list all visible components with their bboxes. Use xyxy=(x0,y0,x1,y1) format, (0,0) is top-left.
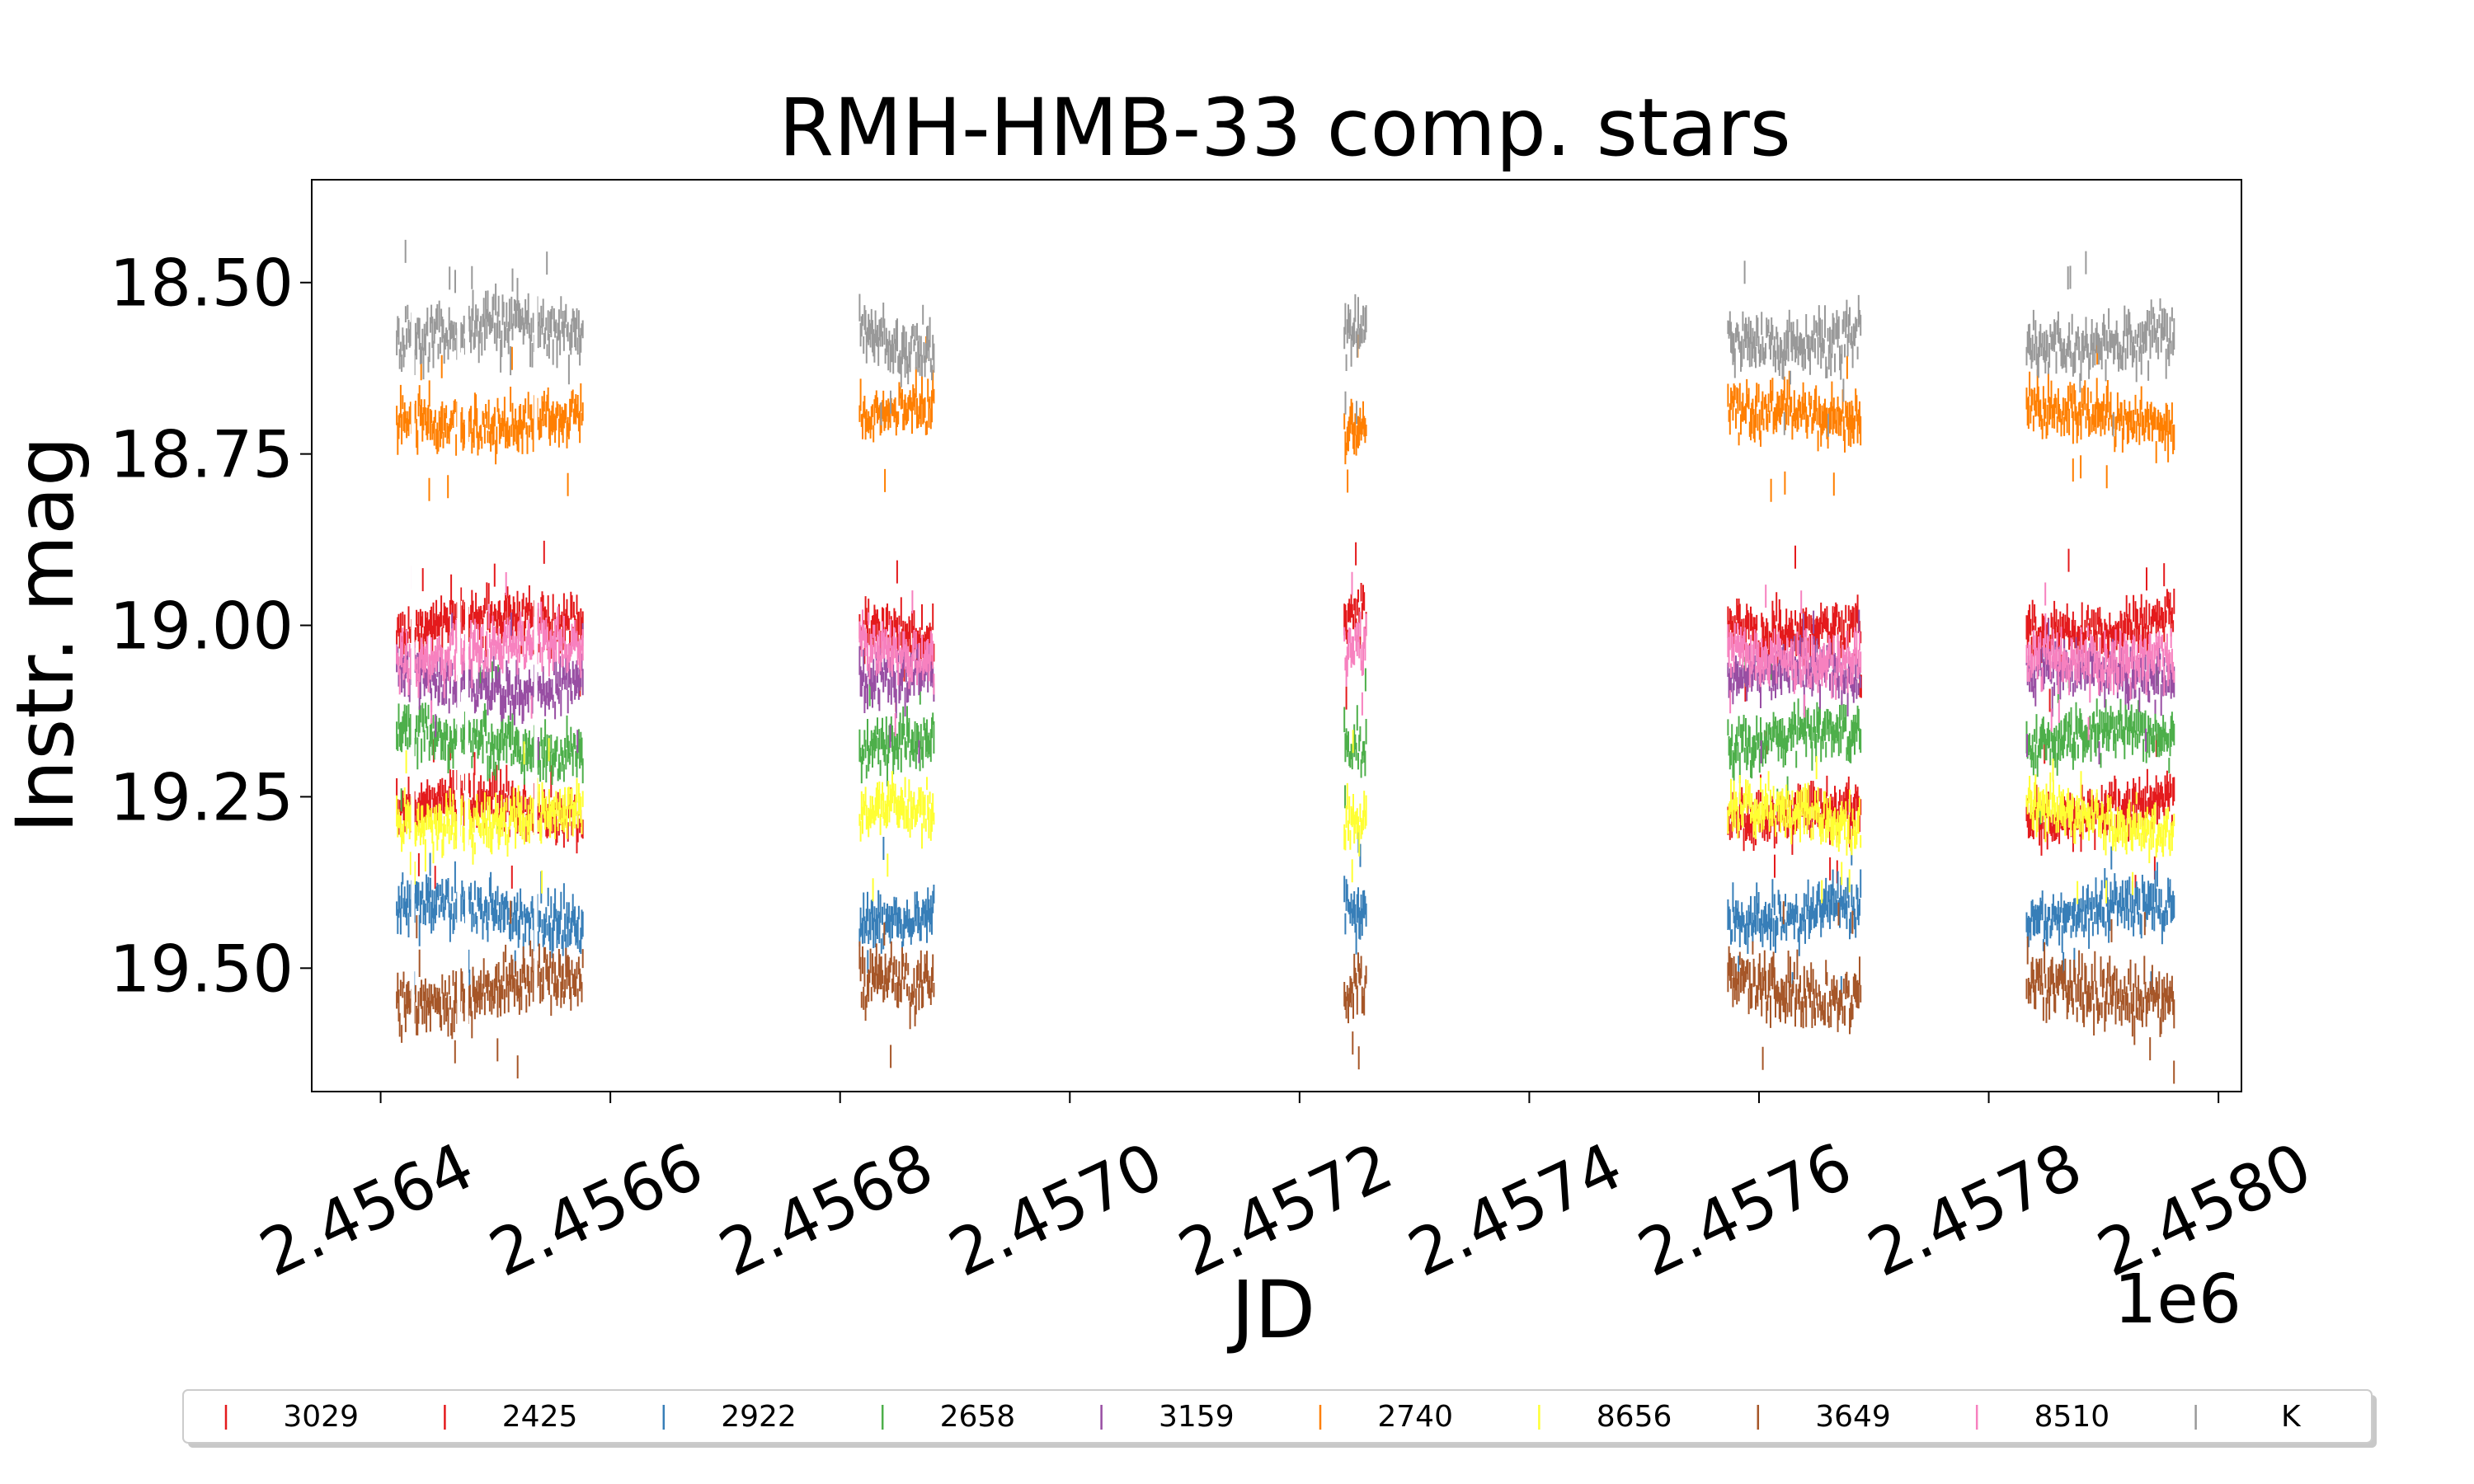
series-2658-season-3 xyxy=(1727,656,1862,812)
series-2740-season-1 xyxy=(858,336,935,492)
y-tick-label: 19.50 xyxy=(110,932,294,1007)
series-8510-season-3 xyxy=(1727,585,1862,718)
series-2922-season-0 xyxy=(396,851,584,995)
legend-frame xyxy=(182,1389,2373,1444)
series-3649-season-0 xyxy=(396,890,584,1079)
series-2740-season-2 xyxy=(1343,334,1367,493)
legend-label-2658: 2658 xyxy=(940,1400,1016,1434)
legend-label-2740: 2740 xyxy=(1377,1400,1453,1434)
series-2922-season-4 xyxy=(2025,846,2175,995)
series-K-season-0 xyxy=(396,239,584,385)
series-8656-season-3 xyxy=(1727,756,1862,904)
series-3649-season-3 xyxy=(1727,901,1862,1070)
series-8656-season-4 xyxy=(2025,758,2175,904)
data-layer xyxy=(396,181,2175,1091)
x-axis-label: JD xyxy=(1227,1264,1315,1356)
plot-frame xyxy=(311,179,2242,1092)
series-2922-season-3 xyxy=(1727,842,1862,999)
legend-label-2922: 2922 xyxy=(721,1400,797,1434)
series-8510-season-0 xyxy=(396,566,584,737)
series-8656-season-2 xyxy=(1343,730,1367,883)
series-8656 xyxy=(396,730,2175,904)
legend-label-3029: 3029 xyxy=(283,1400,359,1434)
chart-title: RMH-HMB-33 comp. stars xyxy=(778,82,1791,174)
series-3029-season-4 xyxy=(2025,548,2175,712)
series-8510 xyxy=(396,566,2175,740)
series-K-season-2 xyxy=(1343,294,1367,425)
legend-label-3159: 3159 xyxy=(1159,1400,1235,1434)
series-3649-season-4 xyxy=(2025,912,2175,1084)
series-2922 xyxy=(396,829,2175,999)
data-gap xyxy=(411,181,415,1091)
series-2922-season-2 xyxy=(1343,829,1367,955)
series-8510-season-4 xyxy=(2025,582,2175,740)
legend-label-3649: 3649 xyxy=(1815,1400,1891,1434)
series-8656-season-1 xyxy=(858,771,935,902)
legend-label-2425: 2425 xyxy=(502,1400,578,1434)
legend-label-8656: 8656 xyxy=(1597,1400,1672,1434)
series-2658-season-1 xyxy=(858,681,935,787)
x-offset-label: 1e6 xyxy=(2114,1261,2241,1339)
series-2740 xyxy=(396,334,2175,502)
series-2740-season-4 xyxy=(2025,341,2175,489)
series-2740-season-3 xyxy=(1727,355,1862,502)
series-K-season-4 xyxy=(2025,251,2175,437)
legend-label-8510: 8510 xyxy=(2034,1400,2110,1434)
y-tick-label: 19.25 xyxy=(110,761,294,835)
y-tick-label: 18.75 xyxy=(110,419,294,493)
series-K-season-3 xyxy=(1727,261,1862,437)
series-3649 xyxy=(396,890,2175,1084)
data-gap xyxy=(457,181,461,1091)
series-3649-season-2 xyxy=(1343,952,1367,1070)
series-8510-season-2 xyxy=(1343,571,1367,716)
series-K xyxy=(396,239,2175,437)
y-axis-label: Instr. mag xyxy=(0,436,92,834)
series-2658-season-0 xyxy=(396,656,584,829)
data-gap xyxy=(534,181,538,1091)
legend: 3029 2425 2922 2658 3159 2740 8656 3649 8510 K xyxy=(182,1389,2377,1448)
series-2740-season-0 xyxy=(396,346,584,501)
data-gap xyxy=(465,181,468,1091)
series-2658 xyxy=(396,656,2175,829)
series-8510-season-1 xyxy=(858,590,935,736)
series-8656-season-0 xyxy=(396,738,584,894)
legend-label-K: K xyxy=(2281,1400,2302,1434)
series-2658-season-2 xyxy=(1343,668,1367,809)
y-tick-label: 19.00 xyxy=(110,590,294,665)
series-K-season-1 xyxy=(858,294,935,425)
y-tick-label: 18.50 xyxy=(110,247,294,322)
series-3649-season-1 xyxy=(858,922,935,1068)
